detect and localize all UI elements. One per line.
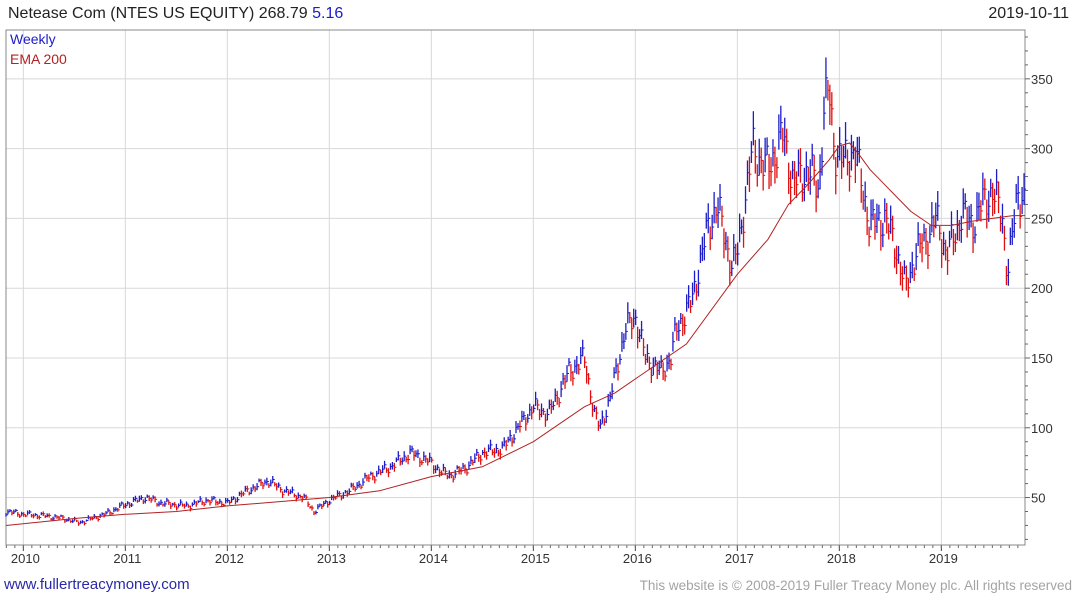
x-tick-label: 2017: [725, 551, 754, 566]
y-tick-label: 350: [1031, 72, 1053, 87]
x-tick-label: 2015: [521, 551, 550, 566]
ema-line: [5, 142, 1025, 526]
x-tick-label: 2013: [317, 551, 346, 566]
legend-weekly: Weekly: [10, 31, 56, 47]
y-tick-label: 100: [1031, 421, 1053, 436]
plot-frame: [5, 29, 1026, 546]
x-tick-label: 2016: [623, 551, 652, 566]
chart-title: Netease Com (NTES US EQUITY) 268.79 5.16: [8, 5, 343, 23]
x-tick-label: 2014: [419, 551, 448, 566]
x-tick-label: 2018: [827, 551, 856, 566]
price-change: 5.16: [312, 5, 344, 22]
title-text: Netease Com (NTES US EQUITY) 268.79: [8, 5, 308, 22]
copyright-notice: This website is © 2008-2019 Fuller Treac…: [639, 578, 1072, 593]
y-tick-label: 50: [1031, 491, 1045, 506]
y-tick-label: 150: [1031, 351, 1053, 366]
chart-date: 2019-10-11: [988, 5, 1069, 22]
x-tick-label: 2011: [113, 551, 141, 566]
weekly-bars: [5, 57, 1027, 526]
legend-ema: EMA 200: [10, 51, 67, 67]
x-tick-label: 2019: [929, 551, 958, 566]
y-tick-label: 250: [1031, 211, 1053, 226]
y-tick-label: 300: [1031, 142, 1053, 157]
x-tick-label: 2010: [11, 551, 40, 566]
y-tick-label: 200: [1031, 281, 1053, 296]
x-tick-label: 2012: [215, 551, 244, 566]
site-link[interactable]: www.fullertreacymoney.com: [4, 576, 190, 593]
